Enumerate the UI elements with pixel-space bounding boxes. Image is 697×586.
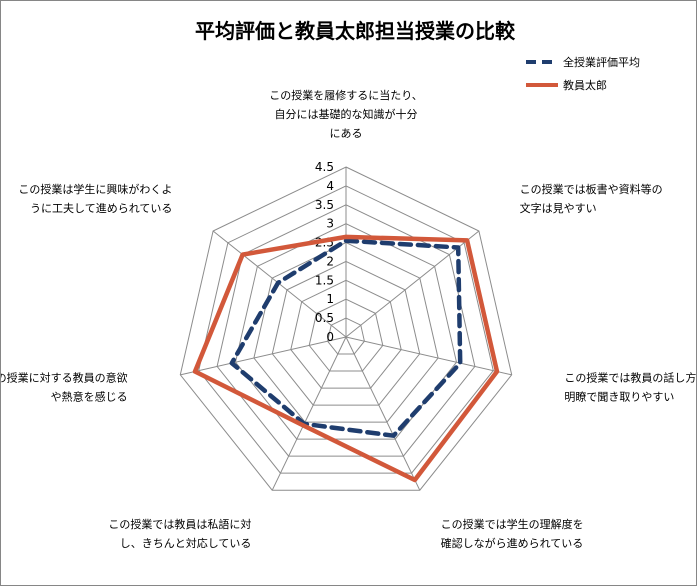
series-line-average (229, 238, 463, 438)
grid-ring (179, 166, 513, 491)
series-lines (192, 234, 500, 483)
category-label-line: 確認しながら進められている (441, 536, 584, 550)
grid-ring (271, 260, 421, 406)
legend: 全授業評価平均 教員太郎 (526, 55, 640, 92)
tick-label: 0 (326, 330, 334, 344)
category-label-line: この授業に対する教員の意欲 (1, 370, 128, 384)
category-label-line: にある (330, 127, 363, 140)
grid-spoke (345, 336, 512, 376)
category-label-line: この授業では学生の理解度を (441, 517, 584, 531)
category-label: この授業では板書や資料等の文字は見やすい (520, 182, 663, 215)
grid-ring (234, 223, 458, 440)
category-label-line: や熱意を感じる (51, 389, 128, 403)
category-label-line: この授業は学生に興味がわくよ (18, 182, 172, 196)
category-label-line: うに工夫して進められている (30, 202, 172, 215)
category-label: この授業では教員の話し方は明瞭で聞き取りやすい (564, 370, 696, 403)
tick-label: 4.5 (315, 160, 334, 174)
tick-label: 1 (326, 292, 334, 306)
tick-label: 3 (326, 217, 334, 231)
category-label-line: この授業では教員の話し方は (564, 370, 696, 384)
legend-label-taro: 教員太郎 (563, 78, 607, 92)
tick-label: 0.5 (315, 311, 334, 325)
chart-title: 平均評価と教員太郎担当授業の比較 (195, 19, 516, 43)
category-label: この授業に対する教員の意欲や熱意を感じる (1, 370, 128, 403)
category-label-line: この授業を履修するに当たり、 (269, 88, 423, 102)
tick-label: 4 (326, 179, 334, 193)
grid-ring (290, 279, 402, 389)
legend-label-average: 全授業評価平均 (563, 55, 640, 69)
grid-ring (198, 185, 494, 474)
grid-ring (327, 317, 365, 355)
category-label: この授業を履修するに当たり、自分には基礎的な知識が十分にある (269, 88, 423, 140)
category-label-line: この授業では板書や資料等の (520, 182, 663, 196)
category-label: この授業は学生に興味がわくように工夫して進められている (18, 182, 172, 215)
grid-spoke (345, 336, 421, 491)
grid-spoke (271, 336, 347, 491)
radar-grid (179, 166, 513, 491)
grid-ring (216, 204, 476, 457)
category-label-line: 明瞭で聞き取りやすい (564, 390, 674, 403)
tick-label: 3.5 (315, 198, 334, 212)
category-label-line: 自分には基礎的な知識が十分 (275, 107, 418, 121)
grid-ring (308, 298, 384, 372)
category-labels: この授業を履修するに当たり、自分には基礎的な知識が十分にあるこの授業では板書や資… (1, 88, 696, 550)
category-label: この授業では学生の理解度を確認しながら進められている (441, 517, 584, 550)
category-label-line: し、きちんと対応している (120, 536, 252, 550)
category-label-line: この授業では教員は私語に対 (108, 517, 251, 531)
series-line-taro (192, 234, 500, 483)
tick-label: 1.5 (315, 273, 334, 287)
category-label: この授業では教員は私語に対し、きちんと対応している (108, 517, 251, 550)
grid-spoke (180, 336, 347, 376)
category-label-line: 文字は見やすい (520, 201, 597, 215)
grid-ring (253, 242, 439, 423)
tick-label: 2 (326, 254, 334, 268)
